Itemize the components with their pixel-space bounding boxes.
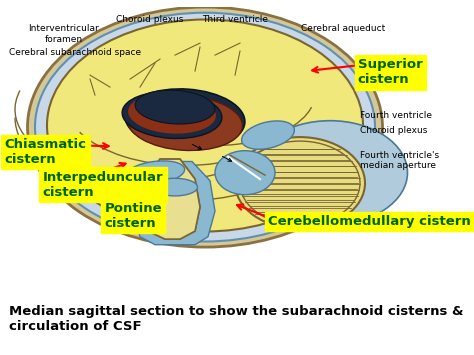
Text: Interpeduncular
cistern: Interpeduncular cistern xyxy=(43,171,163,198)
Text: Superior
cistern: Superior cistern xyxy=(358,59,423,86)
Circle shape xyxy=(136,169,160,189)
Ellipse shape xyxy=(235,137,365,229)
Text: Median sagittal section to show the subarachnoid cisterns &
circulation of CSF: Median sagittal section to show the suba… xyxy=(9,305,464,333)
Ellipse shape xyxy=(125,89,245,149)
Polygon shape xyxy=(140,159,200,239)
Polygon shape xyxy=(140,159,200,239)
Text: Chiasmatic
cistern: Chiasmatic cistern xyxy=(5,138,87,166)
Text: Cerebral aqueduct: Cerebral aqueduct xyxy=(301,24,385,33)
Text: Fourth ventricle's
median aperture: Fourth ventricle's median aperture xyxy=(360,151,439,170)
Polygon shape xyxy=(132,162,215,245)
Ellipse shape xyxy=(122,92,222,138)
Ellipse shape xyxy=(135,90,215,124)
Text: Choroid plexus: Choroid plexus xyxy=(116,15,183,24)
Ellipse shape xyxy=(242,121,294,149)
Ellipse shape xyxy=(27,7,383,247)
Ellipse shape xyxy=(128,96,242,151)
Text: Pontine
cistern: Pontine cistern xyxy=(104,202,162,230)
Text: Cerebral subarachnoid space: Cerebral subarachnoid space xyxy=(9,48,142,57)
Ellipse shape xyxy=(128,93,216,134)
Text: Fourth ventricle: Fourth ventricle xyxy=(360,110,432,120)
Ellipse shape xyxy=(153,178,198,196)
Ellipse shape xyxy=(240,141,360,225)
Ellipse shape xyxy=(215,151,275,195)
Text: Cerebellomedullary cistern: Cerebellomedullary cistern xyxy=(268,215,471,228)
Ellipse shape xyxy=(47,20,363,231)
Ellipse shape xyxy=(35,13,375,241)
Text: Interventricular
foramen: Interventricular foramen xyxy=(28,24,100,44)
Text: Choroid plexus: Choroid plexus xyxy=(360,126,428,135)
Ellipse shape xyxy=(253,121,408,225)
Ellipse shape xyxy=(125,161,185,185)
Text: Third ventricle: Third ventricle xyxy=(201,15,268,24)
Ellipse shape xyxy=(145,168,165,177)
